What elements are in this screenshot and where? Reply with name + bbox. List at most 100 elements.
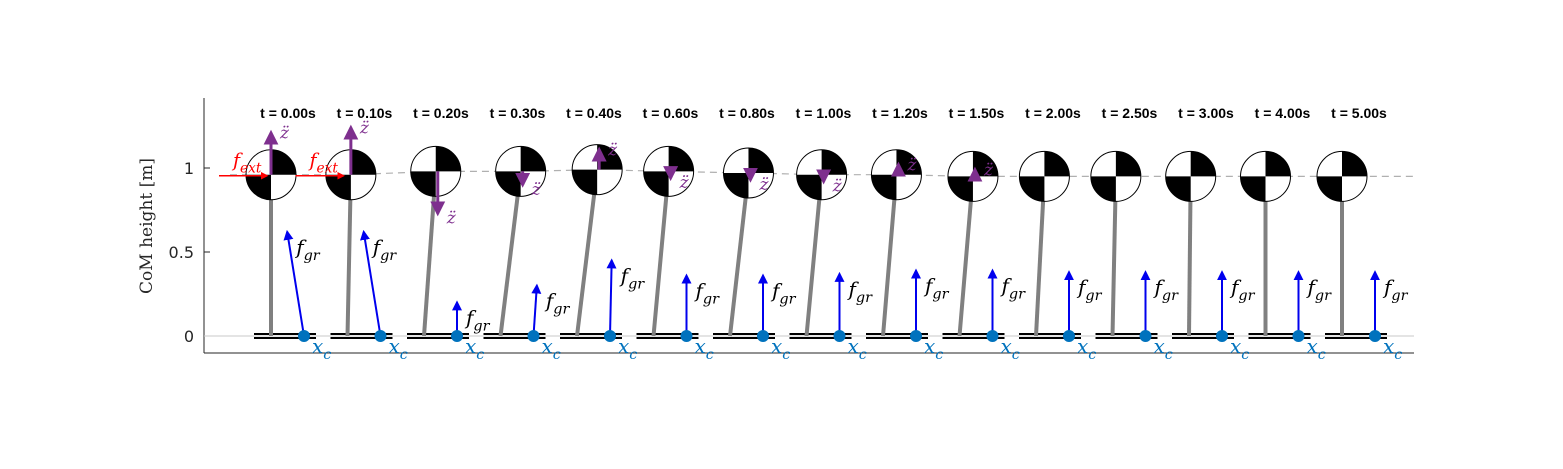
zmp-label: xc [1230,334,1249,363]
leg [881,174,899,337]
snapshot: t = 5.00s fgr xc [1316,105,1409,363]
com-accel-label: z̈ [446,208,457,228]
snapshot: t = 3.00s fgr xc [1165,105,1256,363]
snapshot: t = 0.00s fgr xc z̈ fext [219,105,331,363]
com-quadrant [1190,151,1216,177]
ground-force-label: fgr [619,263,646,292]
com-accel-label: z̈ [607,141,618,161]
com-quadrant [1165,176,1191,202]
external-force-label: fext [231,150,262,177]
zmp-label: xc [465,334,484,363]
com-marker [410,145,462,197]
y-axis-label: CoM height [m] [137,158,157,294]
time-label: t = 2.00s [1025,105,1081,121]
zmp-point [910,330,922,342]
ground-force-arrow [283,229,305,337]
time-label: t = 0.10s [337,105,393,121]
leg [498,171,523,337]
com-quadrant [1115,151,1141,177]
leg [345,174,353,337]
snapshot: t = 4.00s fgr xc [1240,105,1332,363]
com-marker [495,145,547,197]
zmp-point [298,330,310,342]
com-marker [1240,150,1291,202]
zmp-point [680,330,693,342]
time-label: t = 2.50s [1102,105,1158,121]
com-quadrant [871,174,897,200]
snapshot: t = 0.30s fgr xc z̈ [483,105,571,363]
ground-force-label: fgr [544,289,571,318]
ground-force-arrow [360,229,382,337]
com-accel-label: z̈ [679,173,690,193]
leg [1034,176,1047,337]
zmp-label: xc [1307,334,1326,363]
ground-force-label: fgr [1000,273,1027,302]
zmp-label: xc [618,334,637,363]
ground-force-label: fgr [294,235,321,264]
zmp-label: xc [1154,334,1173,363]
leg [728,172,751,337]
com-quadrant [1090,176,1116,202]
time-label: t = 0.30s [490,105,546,121]
time-label: t = 5.00s [1331,105,1387,121]
com-quadrant [1342,151,1367,177]
ground-force-label: fgr [464,305,491,334]
ground-force-label: fgr [1229,275,1256,304]
com-accel-label: z̈ [279,124,290,144]
com-quadrant [1317,176,1342,202]
zmp-label: xc [695,334,714,363]
com-marker [643,145,695,197]
zmp-point [986,330,999,342]
zmp-point [451,330,463,342]
com-quadrant [821,149,847,175]
leg [957,176,975,337]
com-quadrant [520,146,546,172]
zmp-point [527,330,540,342]
time-label: t = 0.00s [260,105,316,121]
com-accel-label: z̈ [906,156,917,176]
y-tick-label: 1 [184,159,194,178]
zmp-label: xc [771,334,790,363]
com-accel-label: z̈ [531,180,542,200]
com-quadrant [947,176,973,202]
com-quadrant [271,149,296,175]
com-accel-label: z̈ [758,175,769,195]
snapshot: t = 0.60s fgr xc z̈ [636,105,720,363]
zmp-label: xc [924,334,943,363]
time-label: t = 4.00s [1255,105,1311,121]
com-quadrant [748,148,774,174]
zmp-point [1139,330,1152,342]
snapshot: t = 0.10s fgr xc z̈ fext [295,105,408,363]
snapshot: t = 1.00s fgr xc z̈ [789,105,873,363]
com-marker [571,144,623,196]
com-quadrant [643,171,669,197]
y-tick-label: 0.5 [169,243,194,262]
ground-force-label: fgr [371,235,398,264]
snapshot: t = 2.00s fgr xc [1018,105,1103,363]
com-quadrant [1044,151,1070,177]
y-tick-label: 0 [184,327,194,346]
ground-force-label: fgr [1153,275,1180,304]
com-quadrant [572,169,598,195]
zmp-point [757,330,769,342]
zmp-label: xc [848,334,867,363]
leg [651,171,671,337]
com-quadrant [246,174,271,200]
com-quadrant [410,171,436,197]
com-quadrant [435,146,461,172]
zmp-label: xc [1383,334,1402,363]
time-label: t = 3.00s [1178,105,1234,121]
time-label: t = 1.20s [872,105,928,121]
time-label: t = 0.60s [643,105,699,121]
zmp-point [833,330,846,342]
com-quadrant [1265,151,1291,177]
com-quadrant [325,174,351,200]
time-label: t = 1.00s [796,105,852,121]
com-quadrant [350,149,376,175]
leg [1187,176,1193,337]
com-accel-label: z̈ [832,176,843,196]
ground-force-label: fgr [923,273,950,302]
com-accel-label: z̈ [359,119,370,139]
leg [575,169,600,337]
